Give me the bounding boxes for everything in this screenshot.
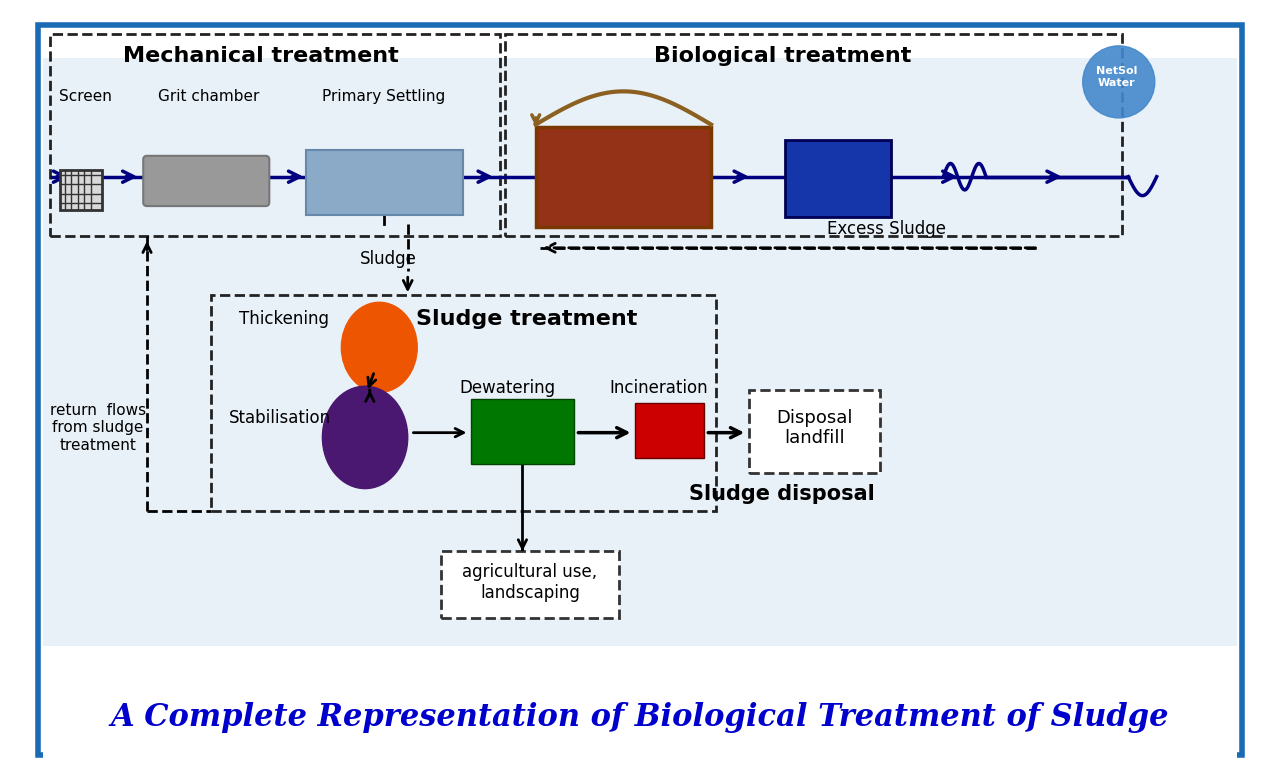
FancyBboxPatch shape xyxy=(143,156,269,206)
Text: Sludge: Sludge xyxy=(361,250,417,268)
Bar xyxy=(42,58,1238,646)
Text: Incineration: Incineration xyxy=(609,379,708,397)
Bar xyxy=(506,34,1121,236)
Bar xyxy=(635,403,704,459)
Text: Thickening: Thickening xyxy=(239,310,329,328)
Text: Excess Sludge: Excess Sludge xyxy=(827,220,946,238)
Text: agricultural use,
landscaping: agricultural use, landscaping xyxy=(462,563,598,602)
Ellipse shape xyxy=(323,386,408,488)
Bar xyxy=(471,399,573,464)
Bar xyxy=(306,150,462,214)
Bar xyxy=(42,660,1238,760)
Text: return  flows
from sludge
treatment: return flows from sludge treatment xyxy=(50,403,146,453)
Bar xyxy=(60,170,101,210)
Bar xyxy=(785,140,891,218)
Text: Dewatering: Dewatering xyxy=(460,379,556,397)
Text: A Complete Representation of Biological Treatment of Sludge: A Complete Representation of Biological … xyxy=(111,701,1169,732)
Text: Grit chamber: Grit chamber xyxy=(157,89,260,104)
Text: NetSol
Water: NetSol Water xyxy=(1096,66,1138,88)
Text: Biological treatment: Biological treatment xyxy=(654,46,911,66)
Bar xyxy=(440,551,620,618)
Text: Screen: Screen xyxy=(59,89,111,104)
Text: Sludge disposal: Sludge disposal xyxy=(690,484,876,505)
Bar xyxy=(211,295,716,512)
Bar xyxy=(50,34,499,236)
Circle shape xyxy=(1083,46,1155,118)
Text: Disposal
landfill: Disposal landfill xyxy=(776,409,852,447)
Text: Mechanical treatment: Mechanical treatment xyxy=(123,46,398,66)
Text: Stabilisation: Stabilisation xyxy=(229,410,330,427)
Text: Primary Settling: Primary Settling xyxy=(323,89,445,104)
Ellipse shape xyxy=(342,303,417,392)
Bar xyxy=(749,390,879,473)
Bar xyxy=(536,127,712,227)
Text: Sludge treatment: Sludge treatment xyxy=(416,309,637,329)
